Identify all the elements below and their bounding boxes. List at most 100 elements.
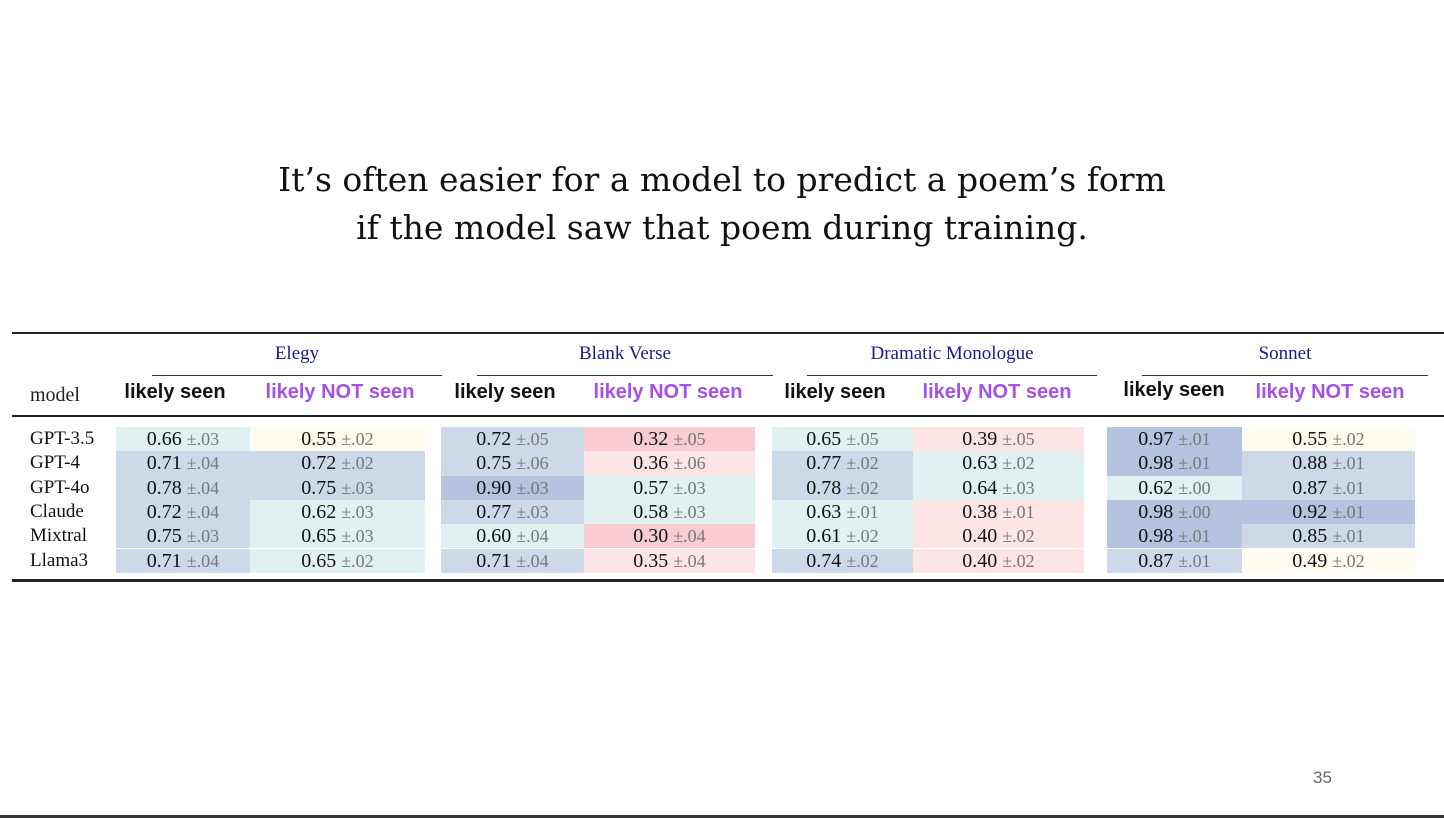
cell-mean: 0.58 (633, 500, 669, 523)
cell-mean: 0.61 (806, 525, 842, 548)
table-cell: 0.65 ±.03 (250, 524, 425, 549)
table-bottom-rule (12, 579, 1444, 582)
table-header-rule (12, 415, 1444, 417)
model-name: GPT-3.5 (30, 428, 95, 449)
cell-std-error: ±.02 (341, 550, 374, 571)
cell-mean: 0.87 (1292, 476, 1328, 499)
subheader-elegy-not-seen: likely NOT seen (265, 381, 415, 403)
cell-std-error: ±.01 (1332, 453, 1365, 474)
table-cell: 0.55 ±.02 (250, 427, 425, 452)
cell-std-error: ±.01 (1178, 550, 1211, 571)
table-cell: 0.63 ±.01 (772, 499, 913, 525)
subheader-blank-verse-not-seen: likely NOT seen (593, 381, 743, 403)
cell-mean: 0.92 (1292, 500, 1328, 523)
cell-mean: 0.49 (1292, 549, 1328, 572)
table-cell: 0.40 ±.02 (913, 548, 1084, 573)
cell-std-error: ±.05 (1002, 429, 1035, 449)
cell-mean: 0.30 (633, 525, 669, 548)
group-title-blank-verse: Blank Verse (579, 343, 671, 364)
cell-std-error: ±.06 (673, 453, 706, 474)
cell-std-error: ±.04 (673, 526, 706, 547)
cell-mean: 0.65 (301, 549, 337, 572)
subheader-blank-verse-seen: likely seen (454, 381, 556, 403)
cell-std-error: ±.03 (341, 526, 374, 547)
table-cell: 0.40 ±.02 (913, 524, 1084, 549)
cell-mean: 0.35 (633, 549, 669, 572)
cell-std-error: ±.01 (1178, 526, 1211, 547)
cell-std-error: ±.02 (846, 526, 879, 547)
table-cell: 0.77 ±.02 (772, 451, 913, 476)
group-underline (807, 375, 1097, 376)
table-cell: 0.58 ±.03 (584, 499, 755, 525)
subheader-dramatic-monologue-seen: likely seen (784, 381, 886, 403)
table-cell: 0.71 ±.04 (116, 548, 250, 573)
cell-std-error: ±.01 (1332, 501, 1365, 522)
model-column-header: model (30, 384, 80, 406)
cell-mean: 0.62 (1138, 476, 1174, 499)
table-cell: 0.64 ±.03 (913, 475, 1084, 500)
cell-mean: 0.40 (962, 525, 998, 548)
group-title-elegy: Elegy (274, 343, 320, 364)
table-top-rule (12, 332, 1444, 334)
model-name: GPT-4o (30, 476, 90, 498)
subheader-sonnet-seen: likely seen (1123, 379, 1225, 401)
table-cell: 0.30 ±.04 (584, 524, 755, 549)
table-cell: 0.32 ±.05 (584, 427, 755, 452)
cell-std-error: ±.02 (1002, 550, 1035, 571)
cell-mean: 0.63 (806, 500, 842, 523)
group-underline (152, 375, 442, 376)
group-title-sonnet: Sonnet (1258, 343, 1312, 364)
cell-mean: 0.66 (146, 428, 182, 450)
cell-std-error: ±.02 (341, 453, 374, 474)
cell-std-error: ±.02 (1332, 429, 1365, 449)
cell-std-error: ±.04 (516, 526, 549, 547)
cell-mean: 0.32 (633, 428, 669, 450)
table-cell: 0.77 ±.03 (441, 499, 584, 525)
cell-std-error: ±.04 (186, 477, 220, 498)
cell-std-error: ±.02 (846, 550, 879, 571)
table-cell: 0.71 ±.04 (116, 451, 250, 476)
cell-mean: 0.75 (476, 452, 512, 475)
subheader-dramatic-monologue-not-seen: likely NOT seen (922, 381, 1072, 403)
cell-std-error: ±.05 (846, 429, 879, 449)
cell-mean: 0.74 (806, 549, 842, 572)
cell-mean: 0.78 (146, 476, 182, 499)
table-cell: 0.75 ±.03 (116, 524, 250, 549)
table-cell: 0.49 ±.02 (1242, 548, 1415, 573)
group-underline (477, 375, 773, 376)
slide-bottom-border (0, 815, 1444, 818)
cell-std-error: ±.04 (673, 550, 706, 571)
cell-mean: 0.98 (1138, 452, 1174, 475)
cell-mean: 0.63 (962, 452, 998, 475)
subheader-sonnet-not-seen: likely NOT seen (1255, 381, 1405, 403)
cell-std-error: ±.04 (186, 453, 220, 474)
cell-std-error: ±.03 (186, 429, 220, 449)
table-cell: 0.60 ±.04 (441, 524, 584, 549)
table-cell: 0.74 ±.02 (772, 548, 913, 573)
cell-std-error: ±.01 (1332, 477, 1365, 498)
subheader-elegy-seen: likely seen (124, 381, 226, 403)
cell-std-error: ±.02 (846, 453, 879, 474)
cell-mean: 0.55 (301, 428, 337, 450)
table-cell: 0.88 ±.01 (1242, 451, 1415, 476)
cell-std-error: ±.04 (186, 550, 220, 571)
table-cell: 0.72 ±.04 (116, 499, 250, 525)
cell-mean: 0.39 (962, 428, 998, 450)
cell-mean: 0.77 (806, 452, 842, 475)
cell-mean: 0.75 (301, 476, 337, 499)
table-cell: 0.75 ±.06 (441, 451, 584, 476)
cell-mean: 0.60 (476, 525, 512, 548)
cell-std-error: ±.02 (1332, 550, 1365, 571)
table-cell: 0.72 ±.02 (250, 451, 425, 476)
cell-mean: 0.98 (1138, 500, 1174, 523)
table-cell: 0.75 ±.03 (250, 475, 425, 500)
cell-mean: 0.62 (301, 500, 337, 523)
table-cell: 0.72 ±.05 (441, 427, 584, 452)
cell-mean: 0.65 (806, 428, 842, 450)
cell-std-error: ±.03 (341, 501, 374, 522)
table-cell: 0.57 ±.03 (584, 475, 755, 500)
table-cell: 0.65 ±.05 (772, 427, 913, 452)
cell-std-error: ±.04 (516, 550, 549, 571)
table-cell: 0.90 ±.03 (441, 475, 584, 500)
cell-mean: 0.72 (476, 428, 512, 450)
